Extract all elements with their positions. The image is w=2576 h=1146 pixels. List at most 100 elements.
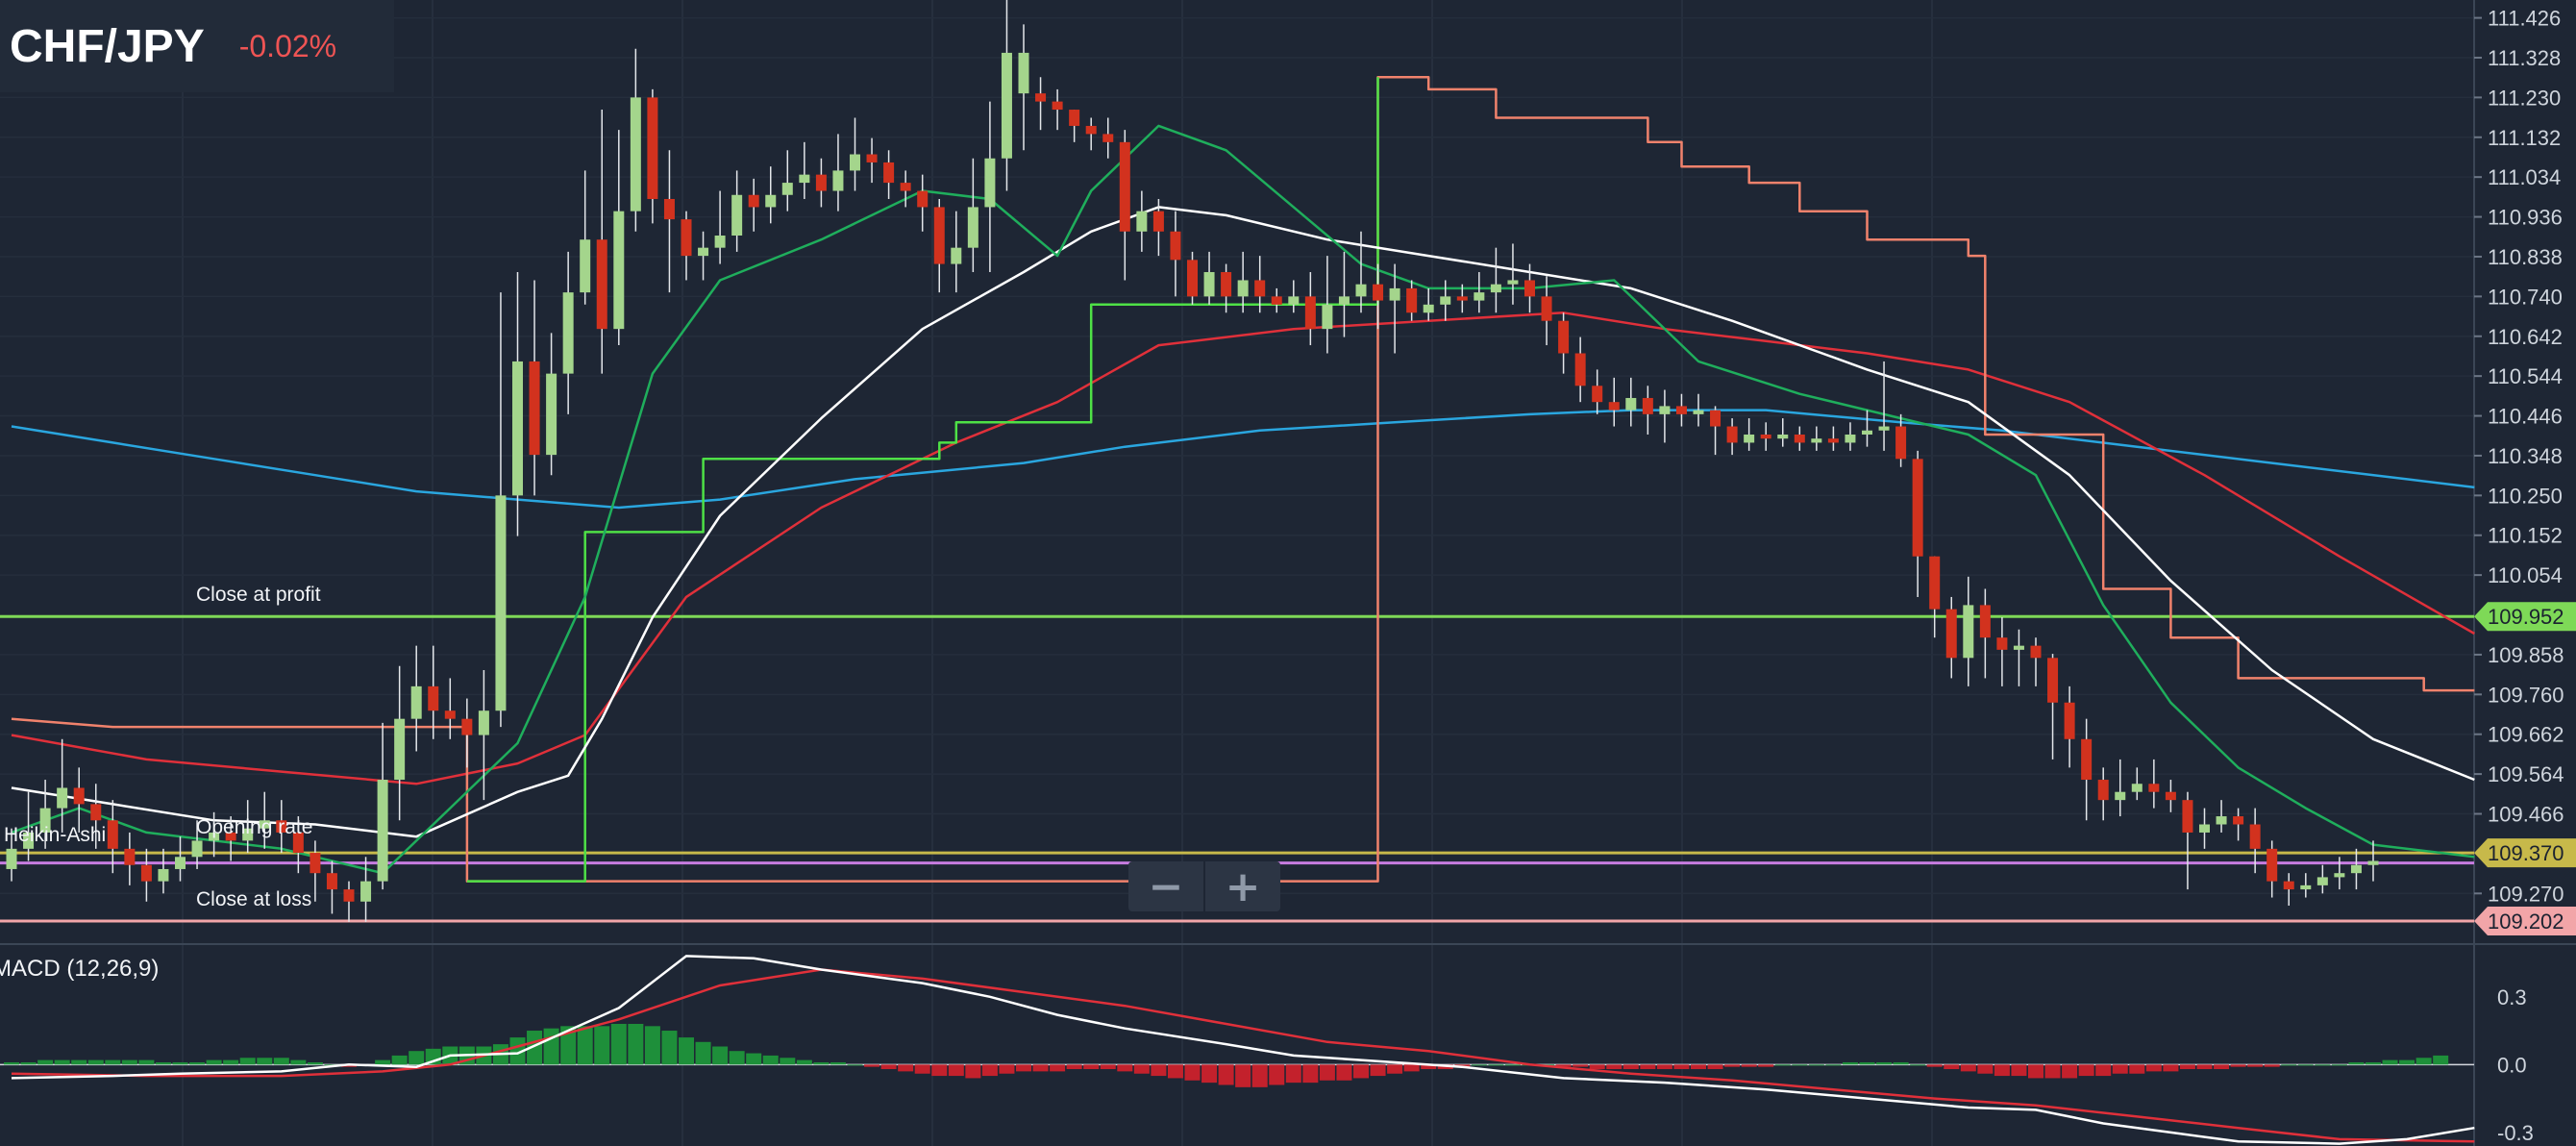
- candle: [1152, 198, 1164, 257]
- heikin-ashi-candles[interactable]: [6, 0, 2379, 922]
- macd-histogram-bar: [2011, 1064, 2027, 1077]
- macd-histogram-bar: [610, 1023, 627, 1065]
- candle-body: [984, 158, 996, 208]
- candle-body: [2081, 738, 2093, 781]
- candle: [1827, 426, 1839, 451]
- candle-body: [2148, 784, 2160, 792]
- macd-histogram-bar: [2365, 1061, 2381, 1065]
- candle: [1221, 263, 1232, 313]
- candle: [1456, 284, 1468, 313]
- macd-histogram-bar: [1640, 1064, 1656, 1070]
- macd-histogram-bar: [1403, 1064, 1420, 1072]
- instrument-pair[interactable]: CHF/JPY: [10, 20, 205, 72]
- zoom-out-button[interactable]: −: [1148, 861, 1184, 911]
- candle-body: [883, 162, 895, 184]
- macd-histogram-bar: [1926, 1064, 1943, 1067]
- candle: [225, 816, 236, 861]
- candle-body: [1406, 287, 1418, 313]
- macd-histogram-bar: [898, 1064, 914, 1072]
- candle: [850, 117, 860, 191]
- candle-body: [23, 832, 35, 849]
- macd-histogram-bar: [155, 1061, 171, 1065]
- candle-body: [562, 292, 574, 374]
- candle-body: [6, 848, 17, 869]
- candle: [2013, 629, 2024, 686]
- candle-body: [596, 239, 607, 330]
- macd-tick-label: 0.0: [2497, 1053, 2527, 1077]
- macd-histogram-bar: [2196, 1064, 2213, 1070]
- candle: [951, 211, 962, 293]
- macd-histogram-bar: [1201, 1064, 1218, 1084]
- price-tick-label: 110.250: [2488, 484, 2563, 508]
- candle-body: [512, 361, 523, 496]
- macd-panel[interactable]: 0.3 0.0 -0.3 MACD (12,26,9): [0, 955, 2534, 1145]
- zoom-controls: − +: [1128, 861, 1280, 911]
- macd-histogram-bar: [560, 1026, 577, 1065]
- candle: [90, 784, 102, 849]
- candle-body: [1288, 296, 1300, 305]
- candle-body: [799, 174, 810, 184]
- macd-histogram-bar: [847, 1064, 863, 1066]
- macd-histogram-bar: [796, 1059, 812, 1065]
- candle: [1710, 406, 1721, 456]
- candle-body: [1524, 280, 1535, 297]
- macd-histogram-bar: [1050, 1064, 1066, 1072]
- macd-histogram-bar: [1066, 1064, 1082, 1070]
- candle-body: [461, 718, 473, 735]
- candle-body: [90, 804, 102, 821]
- candle-body: [377, 780, 388, 882]
- candle: [1018, 24, 1029, 151]
- price-tick-label: 110.446: [2488, 405, 2563, 429]
- price-tick-label: 109.858: [2488, 643, 2564, 667]
- candle-body: [158, 868, 169, 882]
- candle: [2182, 791, 2193, 890]
- macd-histogram-bar: [121, 1059, 137, 1065]
- zoom-divider: [1203, 861, 1205, 911]
- candle: [883, 150, 895, 199]
- macd-histogram-bar: [1285, 1064, 1301, 1084]
- candle: [1912, 450, 1923, 597]
- candle-body: [73, 787, 85, 805]
- price-tick-label: 109.466: [2488, 803, 2564, 827]
- macd-histogram-bar: [71, 1059, 87, 1065]
- candle-body: [1827, 438, 1839, 443]
- candle: [1963, 576, 1974, 686]
- macd-histogram-bar: [2044, 1064, 2061, 1079]
- level-tag-badge: [2474, 838, 2576, 868]
- candle-body: [1069, 110, 1080, 126]
- candle: [2199, 808, 2210, 849]
- macd-histogram-bar: [1977, 1064, 1994, 1074]
- candle: [2266, 840, 2278, 898]
- candle-body: [2316, 877, 2328, 885]
- candle: [2165, 780, 2176, 812]
- candle: [748, 178, 759, 232]
- macd-histogram-bar: [1656, 1064, 1672, 1070]
- macd-histogram-bar: [981, 1064, 998, 1077]
- macd-histogram-bar: [1741, 1064, 1757, 1067]
- candle-body: [2350, 864, 2362, 874]
- candle: [1878, 361, 1890, 451]
- candle: [1760, 422, 1771, 451]
- moving-averages: [11, 76, 2475, 883]
- candle: [2233, 808, 2244, 841]
- candle: [933, 198, 945, 293]
- candle-body: [1221, 272, 1232, 297]
- candle-body: [1440, 296, 1451, 305]
- candle-body: [39, 808, 51, 833]
- candle-body: [1862, 430, 1872, 435]
- macd-histogram-bar: [1910, 1064, 1926, 1066]
- candle-body: [2249, 824, 2261, 849]
- candle-body: [1912, 459, 1923, 557]
- candle-body: [259, 820, 270, 829]
- candle-body: [1423, 304, 1434, 313]
- candle: [2300, 873, 2312, 898]
- price-tick-label: 110.740: [2488, 285, 2563, 309]
- price-tick-label: 110.348: [2488, 444, 2563, 468]
- candle: [73, 767, 85, 833]
- level-tag-value: 109.202: [2488, 909, 2564, 934]
- candle-body: [225, 832, 236, 841]
- zoom-in-button[interactable]: +: [1225, 861, 1261, 911]
- candle-body: [1659, 406, 1671, 414]
- blue-moving-average: [11, 409, 2475, 510]
